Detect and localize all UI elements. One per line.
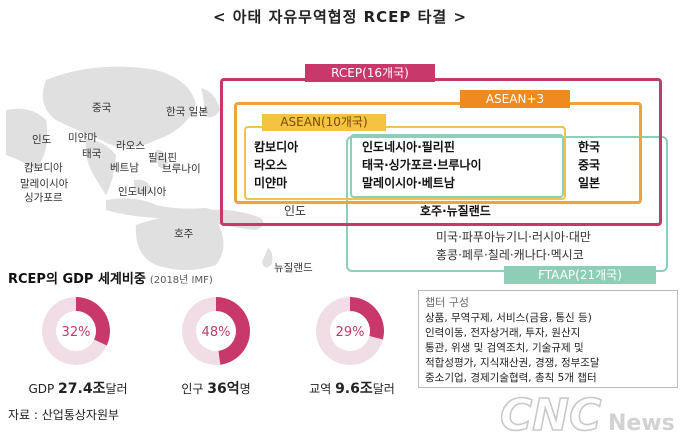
member-australia-newzealand: 호주·뉴질랜드: [420, 204, 491, 218]
donut-trade-label: 29%: [336, 325, 365, 340]
donut-population-label: 48%: [202, 325, 231, 340]
population-caption-suffix: 명: [239, 382, 251, 396]
cnc-news-watermark: CNC News: [500, 389, 675, 442]
chapter-line: 상품, 무역구제, 서비스(금융, 통신 등): [425, 312, 592, 324]
asean-plus3-box: [234, 102, 642, 204]
map-label-new-zealand: 뉴질랜드: [274, 262, 313, 274]
watermark-sub: News: [608, 411, 675, 436]
ftaap-members-line1: 미국·파푸아뉴기니·러시아·대만: [436, 230, 591, 244]
source-note: 자료 : 산업통상자원부: [8, 408, 120, 422]
map-label-thailand: 태국: [82, 148, 102, 160]
rcep-label: RCEP(16개국): [305, 64, 435, 82]
ftaap-asean-overlap-box: [350, 134, 564, 198]
gdp-caption-prefix: GDP: [28, 382, 59, 396]
watermark-main: CNC: [500, 390, 601, 441]
donut-population-rest: [182, 297, 221, 365]
gdp-caption-value: 27.4조: [58, 381, 106, 397]
donut-gdp: 32%: [42, 297, 110, 365]
map-label-india: 인도: [32, 134, 52, 146]
map-label-australia: 호주: [174, 228, 194, 240]
trade-caption-prefix: 교역: [309, 382, 336, 396]
population-caption-value: 36억: [207, 381, 240, 397]
gdp-share-year-note: (2018년 IMF): [149, 275, 213, 286]
chapter-line: 중소기업, 경제기술협력, 총칙 5개 챕터: [425, 372, 597, 384]
chapter-composition-box: 챕터 구성 상품, 무역구제, 서비스(금융, 통신 등) 인력이동, 전자상거…: [418, 290, 678, 388]
member-thailand-singapore-brunei: 태국·싱가포르·브루나이: [362, 158, 482, 172]
population-caption-prefix: 인구: [181, 382, 208, 396]
member-japan: 일본: [578, 176, 601, 190]
member-cambodia: 캄보디아: [254, 140, 299, 154]
donut-population-share: [216, 297, 251, 365]
donut-population: 48%: [182, 297, 251, 365]
map-label-cambodia: 캄보디아: [24, 162, 63, 174]
map-label-brunei: 브루나이: [162, 163, 201, 175]
donut-trade: 29%: [316, 297, 384, 365]
donut-trade-caption: 교역 9.6조달러: [290, 378, 414, 398]
chapter-line: 인력이동, 전자상거래, 투자, 원산지: [425, 327, 581, 339]
member-china: 중국: [578, 158, 601, 172]
page-title: < 아태 자유무역협정 RCEP 타결 >: [212, 8, 468, 26]
map-label-indonesia: 인도네시아: [118, 186, 167, 198]
ftaap-members-line2: 홍콩·페루·칠레·캐나다·멕시코: [436, 248, 584, 262]
map-label-korea-japan: 한국 일본: [166, 106, 208, 118]
asean-box: [244, 126, 566, 200]
chapter-line: 통관, 위생 및 검역조치, 기술규제 및: [425, 342, 584, 354]
gdp-caption-suffix: 달러: [105, 382, 128, 396]
trade-caption-value: 9.6조: [335, 381, 373, 397]
rcep-box: [220, 78, 662, 226]
member-laos: 라오스: [254, 158, 288, 172]
map-label-philippines: 필리핀: [148, 152, 177, 164]
donut-gdp-share: [76, 297, 110, 346]
donut-gdp-caption: GDP 27.4조달러: [16, 378, 140, 398]
member-korea: 한국: [578, 140, 601, 154]
map-label-myanmar: 미얀마: [68, 132, 97, 144]
asean-plus3-label: ASEAN+3: [460, 90, 570, 108]
donut-population-caption: 인구 36억명: [160, 378, 272, 398]
map-label-singapore: 싱가포르: [24, 192, 63, 204]
map-label-malaysia: 말레이시아: [20, 178, 69, 190]
gdp-share-title: RCEP의 GDP 세계비중 (2018년 IMF): [8, 268, 213, 287]
member-india: 인도: [284, 204, 307, 218]
donut-trade-share: [350, 297, 384, 340]
map-label-vietnam: 베트남: [110, 162, 139, 174]
chapter-title: 챕터 구성: [425, 296, 469, 309]
member-malaysia-vietnam: 말레이시아·베트남: [362, 176, 455, 190]
donut-trade-rest: [316, 297, 383, 365]
trade-caption-suffix: 달러: [372, 382, 395, 396]
map-label-china: 중국: [92, 102, 112, 114]
gdp-share-title-text: RCEP의 GDP 세계비중: [8, 272, 146, 287]
member-indonesia-philippines: 인도네시아·필리핀: [362, 140, 455, 154]
member-myanmar: 미얀마: [254, 176, 288, 190]
ftaap-label: FTAAP(21개국): [504, 266, 656, 284]
chapter-line: 적합성평가, 지식재산권, 경쟁, 정부조달: [425, 357, 600, 369]
donut-gdp-label: 32%: [62, 325, 91, 340]
map-label-laos: 라오스: [116, 140, 145, 152]
asean-label: ASEAN(10개국): [262, 114, 386, 131]
donut-gdp-rest: [42, 297, 107, 365]
